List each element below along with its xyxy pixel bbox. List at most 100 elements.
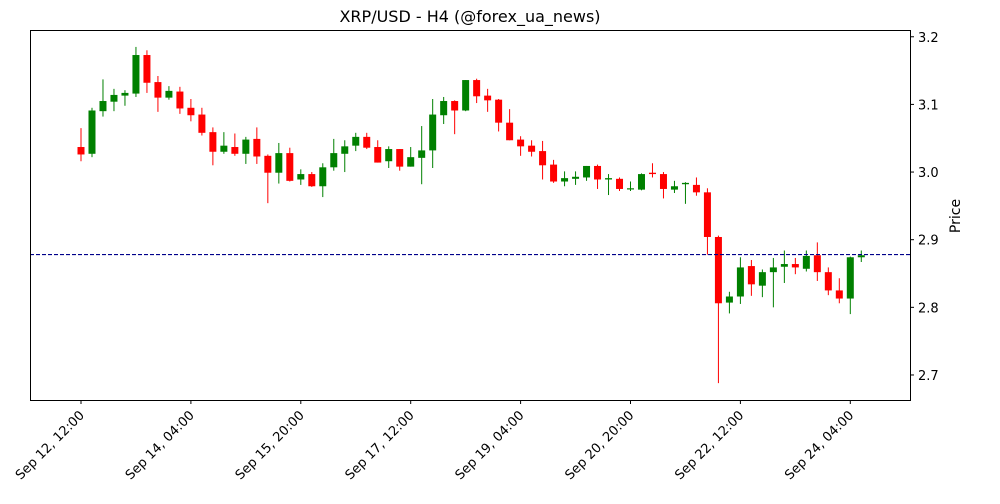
candle-body: [627, 188, 634, 190]
candle-body: [484, 95, 492, 101]
candle: [319, 163, 327, 198]
candle: [88, 107, 96, 158]
candle: [154, 75, 162, 112]
candle-body: [703, 192, 711, 237]
x-tick-label: Sep 17, 12:00: [343, 408, 418, 483]
candle-body: [330, 153, 338, 168]
candle-body: [385, 149, 393, 162]
plot-frame: [30, 30, 911, 401]
candle-body: [88, 110, 96, 154]
candle: [835, 278, 843, 304]
candle-body: [121, 92, 129, 96]
candle-body: [231, 147, 239, 154]
candle-body: [857, 255, 865, 258]
candle-body: [143, 55, 151, 83]
candle: [780, 250, 788, 283]
candle-body: [605, 178, 613, 180]
candle-body: [791, 264, 799, 268]
candle: [121, 90, 129, 106]
candle-body: [648, 172, 656, 175]
x-tick-label: Sep 22, 12:00: [672, 408, 747, 483]
candle-body: [187, 107, 195, 116]
candle-body: [528, 145, 536, 152]
candle: [242, 136, 250, 164]
candle: [725, 291, 733, 314]
x-tick-label: Sep 12, 12:00: [13, 408, 88, 483]
candle-body: [407, 157, 415, 167]
x-axis: Sep 12, 12:00 Sep 14, 04:00 Sep 15, 20:00 S…: [13, 400, 857, 483]
candle: [308, 172, 316, 187]
candle-body: [319, 167, 327, 187]
candle-body: [659, 174, 667, 189]
candle-body: [495, 99, 503, 123]
x-tick-label: Sep 14, 04:00: [123, 408, 198, 483]
y-tick-label: 3.0: [918, 166, 939, 181]
candle-body: [242, 139, 250, 154]
candle-body: [297, 174, 305, 180]
candle: [846, 256, 854, 315]
candle-body: [308, 174, 316, 187]
candle-body: [758, 272, 766, 286]
candle: [736, 257, 744, 304]
candle-body: [209, 132, 217, 152]
candle-body: [132, 55, 140, 94]
candle: [769, 257, 777, 308]
candle: [659, 172, 667, 199]
candle: [385, 146, 393, 168]
candle: [539, 140, 547, 180]
candle-body: [572, 176, 580, 179]
candle-body: [418, 150, 426, 158]
candle: [692, 177, 700, 196]
candle-body: [176, 91, 184, 109]
candle: [165, 86, 173, 100]
candle: [791, 257, 799, 275]
candle-body: [451, 101, 459, 111]
candle: [451, 100, 459, 135]
candle-body: [539, 151, 547, 166]
candle: [506, 109, 514, 141]
candle-body: [780, 264, 788, 267]
candle-body: [506, 122, 514, 141]
candle: [594, 164, 602, 189]
candle: [264, 154, 272, 204]
candle: [462, 80, 470, 112]
candle: [374, 140, 382, 163]
y-tick-label: 2.9: [918, 234, 939, 249]
candle: [670, 180, 678, 194]
candle: [407, 147, 415, 167]
candle: [637, 173, 645, 191]
candle-body: [396, 149, 404, 167]
candle: [253, 127, 261, 164]
candle-body: [561, 178, 569, 182]
candle: [429, 98, 437, 168]
candle: [714, 235, 722, 384]
candle: [275, 142, 283, 184]
candle: [495, 98, 503, 132]
y-axis-label: Price: [948, 199, 964, 233]
candle-body: [341, 146, 349, 154]
candle: [802, 250, 810, 272]
candle-body: [846, 257, 854, 299]
candle-body: [220, 145, 228, 152]
candle-body: [198, 114, 206, 133]
candle-body: [517, 139, 525, 147]
candle: [220, 132, 228, 154]
candle: [484, 88, 492, 112]
y-tick-label: 2.7: [918, 369, 939, 384]
candle: [857, 250, 865, 263]
candle: [341, 140, 349, 173]
candle-body: [154, 82, 162, 98]
candle-body: [813, 255, 821, 273]
candle: [605, 174, 613, 196]
candle-body: [99, 101, 107, 112]
y-tick-label: 3.2: [918, 31, 939, 46]
candle-body: [835, 290, 843, 299]
candle: [813, 242, 821, 281]
candle-body: [374, 147, 382, 163]
candle: [648, 163, 656, 178]
candle: [440, 96, 448, 125]
candle-body: [253, 138, 261, 157]
candle: [824, 267, 832, 296]
candle: [418, 126, 426, 185]
